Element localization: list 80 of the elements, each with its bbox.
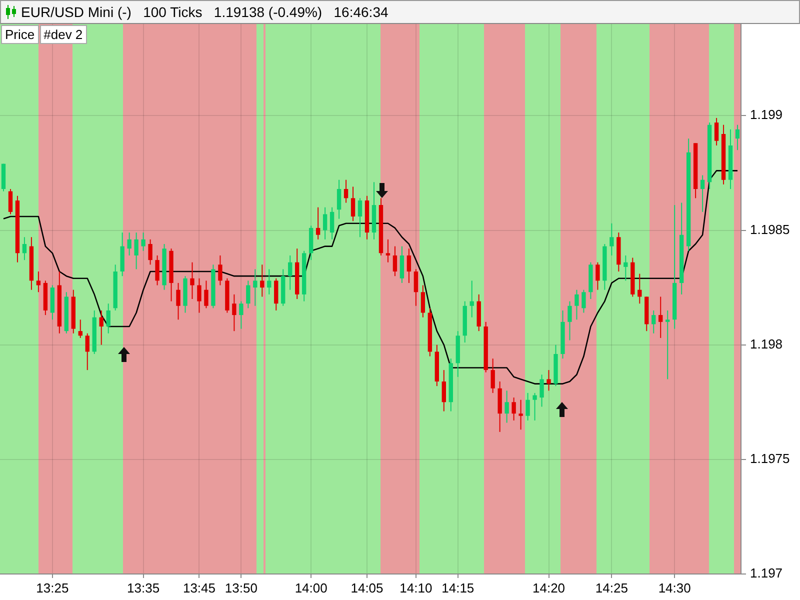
x-tick-label: 13:45 <box>182 580 216 596</box>
candlestick <box>197 278 202 314</box>
candlestick <box>512 397 516 421</box>
candlestick <box>260 264 264 298</box>
candlestick <box>406 248 412 284</box>
candlestick <box>148 238 152 266</box>
candlestick <box>490 358 495 394</box>
candlestick <box>246 280 250 309</box>
candlestick <box>518 399 523 430</box>
candlestick <box>504 390 509 424</box>
candlestick <box>134 232 138 270</box>
candlestick <box>36 271 41 293</box>
y-tick-label: 1.197 <box>750 566 783 581</box>
candlestick <box>155 254 160 286</box>
candlestick <box>392 246 398 277</box>
candlestick <box>253 268 258 306</box>
x-tick-label: 14:25 <box>595 580 628 596</box>
candlestick <box>204 280 208 309</box>
candlestick <box>735 124 740 151</box>
x-tick-label: 13:35 <box>127 580 160 596</box>
candlestick <box>624 254 628 282</box>
candlestick <box>344 179 348 204</box>
candlestick <box>568 300 572 341</box>
candlestick <box>526 392 530 421</box>
candlestick <box>582 289 586 314</box>
candlestick <box>322 206 328 240</box>
candlestick <box>658 296 663 338</box>
candlestick <box>239 300 244 330</box>
candlestick <box>350 186 356 222</box>
candlestick <box>232 294 236 332</box>
candlestick <box>316 206 320 240</box>
candlestick <box>106 303 110 334</box>
x-tick-label: 13:25 <box>36 580 69 596</box>
candlestick <box>700 174 705 212</box>
candlestick <box>638 273 642 304</box>
candlestick <box>267 268 272 295</box>
candlestick <box>666 310 670 380</box>
candlestick <box>714 117 719 146</box>
candlestick <box>442 370 446 412</box>
chart-title: EUR/USD Mini (-) 100 Ticks 1.19138 (-0.49%) 16:46:34 <box>21 4 388 20</box>
candlestick <box>532 392 537 421</box>
candlestick <box>141 232 146 252</box>
candlestick <box>330 206 334 240</box>
candlestick <box>546 370 551 392</box>
candlestick <box>127 232 132 256</box>
candlestick <box>288 254 292 290</box>
candlestick <box>176 282 180 320</box>
y-tick-label: 1.199 <box>750 107 783 122</box>
candlestick <box>85 332 90 371</box>
candlestick <box>400 246 404 284</box>
x-tick-label: 14:30 <box>658 580 691 596</box>
candlestick <box>610 222 614 256</box>
y-tick-label: 1.1985 <box>750 222 790 237</box>
candlestick <box>358 198 362 238</box>
candlestick <box>470 280 474 318</box>
candlestick <box>78 319 82 338</box>
candlestick <box>540 374 544 408</box>
candlestick <box>218 254 222 286</box>
x-tick-label: 13:50 <box>224 580 258 596</box>
candlestick <box>336 179 342 220</box>
candlestick <box>652 310 656 334</box>
x-tick-label: 14:10 <box>400 580 432 596</box>
candlestick <box>22 236 27 261</box>
candlestick <box>274 278 278 311</box>
candlestick <box>99 310 104 346</box>
annotation: #dev 2 <box>40 25 87 44</box>
x-tick-label: 14:00 <box>294 580 328 596</box>
x-tick-label: 14:15 <box>442 580 474 596</box>
candlestick <box>596 262 600 290</box>
candlestick <box>420 284 426 318</box>
candlestick <box>574 289 579 320</box>
candlestick <box>190 262 194 300</box>
y-tick-label: 1.1975 <box>750 450 790 466</box>
candlestick <box>386 238 390 263</box>
y-tick-label: 1.198 <box>750 336 783 352</box>
candlestick <box>414 268 418 306</box>
candlestick <box>8 188 13 215</box>
annotation: Price <box>1 25 39 44</box>
x-tick-label: 14:05 <box>350 580 384 596</box>
x-tick-label: 14:20 <box>532 580 566 596</box>
